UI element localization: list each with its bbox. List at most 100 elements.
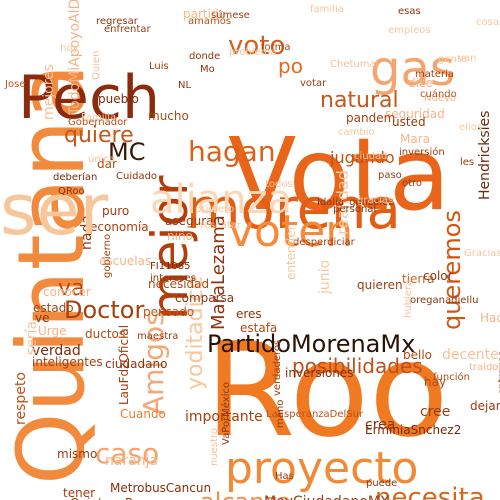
word-cloud-word: respeto	[13, 372, 29, 425]
word-cloud-word: va	[58, 276, 85, 301]
word-cloud-word: súmese	[211, 10, 250, 21]
word-cloud-word: esas	[398, 6, 421, 17]
word-cloud-word: color	[423, 269, 453, 283]
word-cloud-word: gas	[370, 41, 455, 97]
word-cloud-word: alianza	[150, 177, 293, 223]
word-cloud-word: tierra	[402, 272, 435, 286]
word-cloud-word: ser	[0, 169, 109, 251]
word-cloud-word: oreganadieIlu	[410, 295, 479, 306]
word-cloud-word: voten	[228, 206, 354, 257]
word-cloud-word: Hace	[480, 311, 500, 325]
word-cloud-word: quieren	[357, 278, 403, 292]
word-cloud-word: niño	[167, 229, 193, 243]
word-cloud-word: traidor	[469, 362, 500, 373]
word-cloud-word: nuestro	[209, 428, 220, 466]
word-cloud-word: hagan	[188, 135, 276, 168]
word-cloud-word: ciudadano	[105, 357, 168, 371]
word-cloud-word: regresar	[96, 16, 138, 27]
word-cloud-word: crea	[365, 417, 396, 433]
word-cloud-word: importante	[185, 409, 263, 425]
word-cloud-word: alcanza	[200, 490, 292, 500]
word-cloud-word: sería	[24, 320, 40, 355]
word-cloud-word: Doctor	[64, 296, 145, 324]
word-cloud-word: eres	[236, 307, 262, 321]
word-cloud-word: dejan	[470, 399, 500, 413]
word-cloud-word: Mo	[200, 64, 215, 75]
word-cloud-word: morena	[186, 177, 401, 242]
word-cloud-word: hoy	[60, 43, 79, 54]
word-cloud-word: decente	[442, 347, 499, 363]
word-cloud-word: caso	[95, 437, 160, 470]
word-cloud-word: votar	[300, 78, 327, 89]
word-cloud-word: necesita	[375, 483, 485, 500]
word-cloud-word: Urge	[38, 324, 67, 338]
word-cloud-word: gracias	[357, 195, 394, 206]
word-cloud-word: natural	[320, 88, 399, 113]
word-cloud-word: van	[458, 53, 477, 64]
word-cloud-word: estafa	[240, 321, 278, 335]
word-cloud-word: inteligentes	[32, 355, 103, 369]
word-cloud-word: mucho	[148, 109, 189, 123]
word-cloud-word: Vota	[228, 116, 451, 233]
word-cloud-word: Gracias	[464, 248, 500, 259]
word-cloud-word: seguridad	[385, 107, 445, 121]
word-cloud-word: Familia	[81, 112, 117, 123]
word-cloud-word: mismo	[57, 447, 98, 461]
word-cloud-word: puede	[366, 478, 398, 489]
word-cloud-word: verdaderos	[272, 339, 283, 396]
word-cloud-word: hubiera	[403, 279, 414, 318]
word-cloud-word: comparsa	[175, 291, 235, 305]
word-cloud-word: Luis	[149, 61, 169, 72]
word-cloud-word: Pech	[18, 63, 160, 133]
word-cloud-word: otro	[402, 178, 423, 189]
word-cloud-word: NL	[178, 80, 192, 91]
word-cloud-word: ve	[35, 311, 50, 325]
word-cloud-word: MC	[108, 138, 146, 166]
word-cloud-word: Nuevo	[424, 93, 457, 104]
word-cloud-word: Cuando	[120, 407, 166, 421]
word-cloud-word: función	[433, 372, 470, 383]
word-cloud-word: quiere	[64, 123, 134, 148]
word-cloud-word: primero	[195, 204, 235, 215]
word-cloud-word: Mara	[400, 132, 430, 146]
word-cloud-word: Roo	[205, 314, 449, 466]
word-cloud-word: paso	[378, 170, 402, 181]
word-cloud-word: Quien	[91, 50, 102, 80]
word-cloud-word: Jose	[5, 79, 26, 90]
word-cloud-word: ductos	[85, 327, 126, 341]
word-cloud-word: dar	[97, 157, 117, 171]
word-cloud-word: deberían	[53, 172, 98, 183]
word-cloud-word: Idalia_gonzalez	[317, 197, 394, 208]
word-cloud-word: posibilidades	[292, 354, 423, 378]
word-cloud-word: mano	[275, 399, 286, 428]
word-cloud-word: inversiones	[285, 366, 354, 380]
word-cloud-word: tener	[63, 486, 96, 500]
word-cloud-word: personal	[333, 204, 377, 215]
word-cloud-word: junio	[317, 259, 333, 294]
word-cloud-word: maestra	[137, 331, 179, 342]
word-cloud-word: LaEsperanzaDelSur	[266, 409, 364, 420]
word-cloud-word: desperdiciar	[293, 237, 355, 248]
word-cloud-word: enfrentar	[104, 24, 151, 35]
word-cloud-word: bello	[403, 348, 433, 362]
word-cloud-word: Chetumal	[330, 59, 379, 70]
word-cloud-word: les	[460, 157, 475, 168]
word-cloud-word: forma	[261, 42, 291, 53]
word-cloud-word: donde	[189, 51, 221, 62]
word-cloud-word: po	[278, 54, 303, 78]
word-cloud-word: VaPorMéxico	[221, 381, 232, 445]
word-cloud-word: asegura	[165, 214, 214, 228]
word-cloud-word: QRoo	[58, 186, 85, 197]
word-cloud-word: MetrobusCancun	[110, 481, 212, 495]
word-cloud-word: amamos	[188, 16, 232, 27]
word-cloud-word: estado	[33, 301, 74, 315]
word-cloud-word: todos	[265, 179, 293, 190]
word-cloud-word: conocer	[43, 285, 91, 299]
word-cloud-word: necesidad	[148, 277, 210, 291]
word-cloud-word: economía	[90, 220, 149, 234]
word-cloud-word: hay	[424, 375, 447, 389]
word-cloud-word: inversión	[399, 147, 445, 158]
word-cloud-word: escuelas	[99, 254, 152, 268]
word-cloud-word: ciudad	[354, 151, 388, 162]
